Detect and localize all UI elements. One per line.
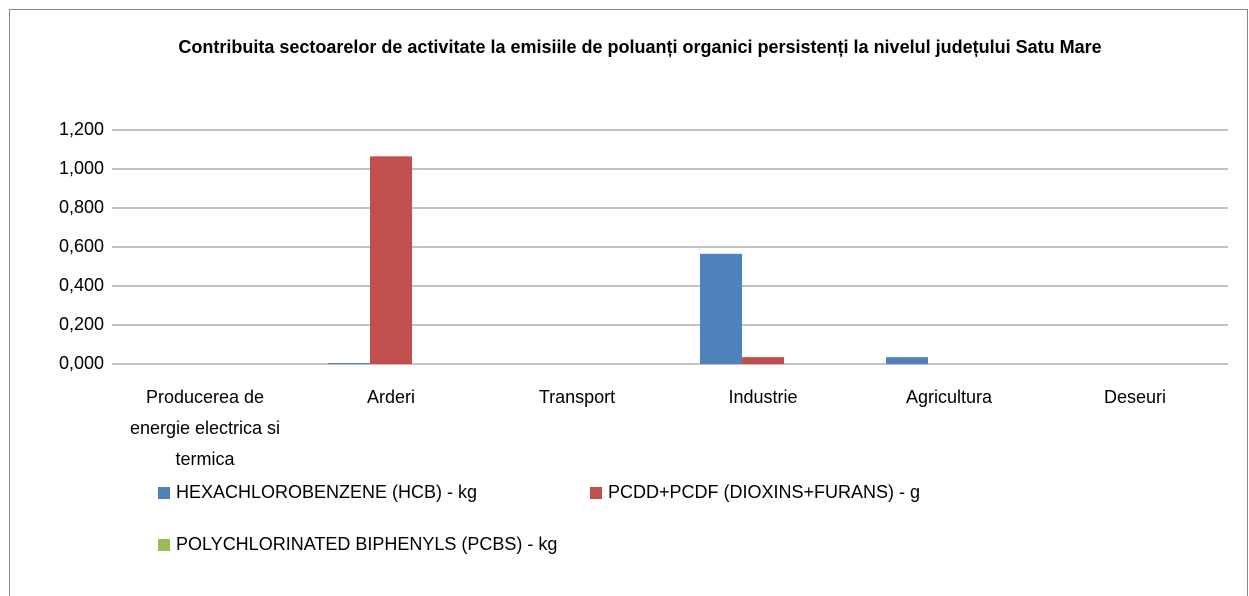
legend-swatch [158,487,170,499]
x-tick-label: Industrie [728,387,797,407]
legend-swatch [158,539,170,551]
legend-label: PCDD+PCDF (DIOXINS+FURANS) - g [608,482,920,502]
bar [700,253,742,364]
y-tick-label: 0,800 [59,197,104,217]
legend-swatch [590,487,602,499]
bar [370,156,412,364]
y-tick-label: 0,000 [59,353,104,373]
y-tick-label: 0,600 [59,236,104,256]
bar [742,357,784,364]
bar [886,357,928,364]
x-tick-label: Arderi [367,387,415,407]
x-tick-label: Producerea de energie electrica si termica [130,387,280,469]
x-tick-label: Agricultura [906,387,993,407]
y-tick-label: 0,400 [59,275,104,295]
x-tick-label: Deseuri [1104,387,1166,407]
x-tick-label: Transport [539,387,615,407]
y-tick-label: 1,200 [59,119,104,139]
y-tick-label: 0,200 [59,314,104,334]
legend-label: POLYCHLORINATED BIPHENYLS (PCBS) - kg [176,534,557,554]
bar [328,363,370,364]
legend-label: HEXACHLOROBENZENE (HCB) - kg [176,482,477,502]
chart-frame [9,9,1248,596]
y-tick-label: 1,000 [59,158,104,178]
chart-title: Contribuita sectoarelor de activitate la… [178,37,1101,57]
